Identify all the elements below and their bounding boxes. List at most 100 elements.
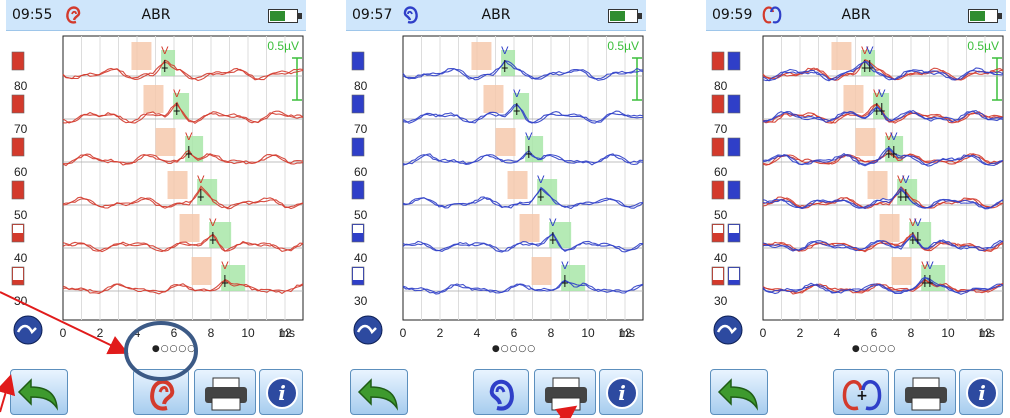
wave-v-marker: V [549,217,557,229]
level-label: 60 [714,165,728,179]
wave-v-marker: V [161,45,169,57]
x-tick-label: 10 [581,326,595,340]
x-axis-unit: ms [979,326,995,340]
x-tick-label: 12 [978,326,992,340]
x-tick-label: 0 [60,326,67,340]
abr-trace [62,233,304,253]
abr-screen-both: 09:59 ABR 0.5µV 80 V V 70 V V 60 V V 50 V V 40 V V 30 V V 0… [706,0,1006,418]
abr-trace [402,186,644,209]
level-label: 80 [714,79,728,93]
abr-trace [62,185,304,209]
back-button[interactable] [350,369,408,415]
wave-v-marker: V [513,88,521,100]
page-indicator-dots[interactable]: ●○○○○ [152,344,196,354]
abr-trace [762,277,1004,294]
info-button[interactable]: i [599,369,643,415]
level-indicator [11,137,25,157]
back-arrow-icon [17,378,58,411]
abr-trace [762,279,1004,294]
toolbar: + i [706,365,1006,418]
wave-v-marker: V [921,260,929,272]
ear-button-both[interactable]: + [833,369,889,415]
level-label: 60 [354,165,368,179]
latency-window-orange [131,42,152,70]
level-indicator [711,180,725,200]
switch-mode-button[interactable] [353,315,383,345]
svg-text:i: i [278,381,286,405]
clock: 09:55 [12,7,53,23]
both-ears-icon: + [842,380,882,411]
info-icon: i [266,377,298,409]
abr-trace [402,103,644,124]
screen-title: ABR [841,7,871,23]
latency-window-orange [531,257,552,285]
level-label: 50 [714,208,728,222]
level-indicator-fill [713,268,723,280]
latency-window-orange [891,257,912,285]
both-ears-icon [762,6,782,24]
abr-trace [402,280,644,295]
printer-icon [545,377,587,411]
latency-window-orange [483,85,504,113]
info-button[interactable]: i [959,369,1003,415]
level-label: 80 [354,79,368,93]
print-button[interactable] [894,369,956,415]
x-tick-label: 0 [760,326,767,340]
back-arrow-icon [717,378,758,411]
switch-mode-button[interactable] [13,315,43,345]
level-indicator [351,137,365,157]
x-tick-label: 6 [511,326,518,340]
abr-trace [762,60,1004,82]
screen-title: ABR [481,7,511,23]
level-indicator [727,94,741,114]
abr-trace [62,234,304,253]
x-tick-label: 2 [797,326,804,340]
right-ear-icon [66,6,81,24]
info-icon: i [606,377,638,409]
wave-v-marker: V [501,45,509,57]
abr-trace [62,151,304,167]
info-button[interactable]: i [259,369,303,415]
latency-window-orange [855,128,876,156]
latency-window-orange [495,128,516,156]
x-tick-label: 0 [400,326,407,340]
abr-trace [402,60,644,80]
wave-v-marker: V [878,88,886,100]
ear-button-right[interactable] [133,369,189,415]
x-tick-label: 10 [241,326,255,340]
abr-trace [762,147,1004,166]
level-indicator [727,180,741,200]
print-button[interactable] [194,369,256,415]
x-tick-label: 6 [171,326,178,340]
wave-v-marker: V [873,88,881,100]
x-tick-label: 12 [278,326,292,340]
abr-trace [402,59,644,81]
level-label: 40 [714,251,728,265]
left-ear-icon [489,379,514,411]
abr-trace [402,104,643,124]
wave-v-marker: V [197,174,205,186]
wave-v-marker: V [209,217,217,229]
switch-mode-icon [353,315,383,345]
abr-trace [762,233,1004,251]
wave-v-marker: V [185,131,193,143]
switch-mode-icon [713,315,743,345]
switch-mode-button[interactable] [713,315,743,345]
wave-v-marker: V [914,217,922,229]
back-button[interactable] [10,369,68,415]
x-tick-label: 8 [548,326,555,340]
wave-v-marker: V [221,260,229,272]
ear-button-left[interactable] [473,369,529,415]
amplitude-label: 0.5µV [267,39,299,53]
battery-icon [968,9,1002,23]
wave-v-marker: V [897,174,905,186]
back-button[interactable] [710,369,768,415]
page-indicator-dots[interactable]: ●○○○○ [492,344,536,354]
print-button[interactable] [534,369,596,415]
abr-screen-right: 09:55 ABR 0.5µV 80 V 70 V 60 V 50 V 40 V 30 V 0 2 4 6 8 10… [6,0,306,418]
level-label: 30 [354,294,368,308]
latency-window-orange [831,42,852,70]
page-indicator-dots[interactable]: ●○○○○ [852,344,896,354]
